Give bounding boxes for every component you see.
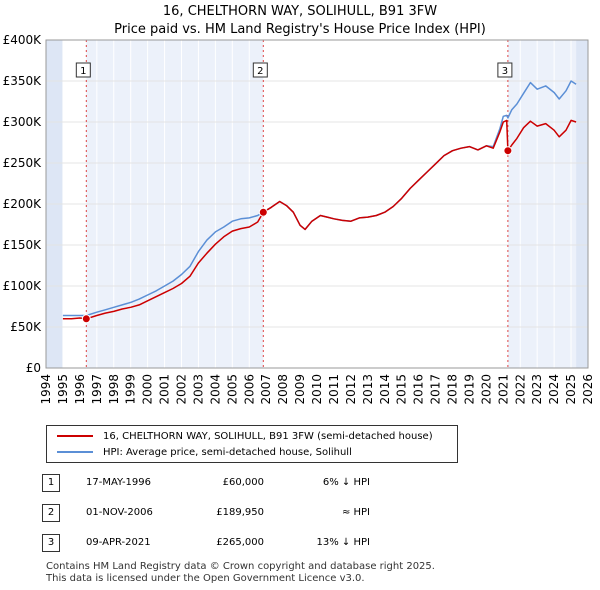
sale-price: £265,000	[216, 537, 264, 548]
sale-hpi-comparison: 13% ↓ HPI	[316, 537, 370, 548]
x-tick-label: 2000	[141, 374, 155, 405]
y-tick-label: £0	[26, 361, 41, 375]
x-tick-label: 1995	[56, 374, 70, 405]
x-tick-label: 2021	[496, 374, 510, 405]
sale-number: 1	[42, 474, 60, 492]
legend-item-hpi: HPI: Average price, semi-detached house,…	[57, 446, 352, 460]
x-tick-label: 2012	[344, 374, 358, 405]
sale-number-label: 1	[80, 66, 86, 77]
legend-hpi-label: HPI: Average price, semi-detached house,…	[103, 447, 352, 458]
x-tick-label: 2005	[225, 374, 239, 405]
sale-date: 09-APR-2021	[86, 537, 151, 548]
x-tick-label: 2011	[327, 374, 341, 405]
y-tick-label: £50K	[10, 320, 42, 334]
sale-number: 2	[42, 504, 60, 522]
x-tick-label: 2022	[513, 374, 527, 405]
sale-hpi-comparison: 6% ↓ HPI	[322, 477, 370, 488]
x-tick-label: 2018	[446, 374, 460, 405]
x-tick-label: 1996	[73, 374, 87, 405]
x-tick-label: 2017	[429, 374, 443, 405]
x-tick-label: 2016	[412, 374, 426, 405]
footer-licence: This data is licensed under the Open Gov…	[46, 573, 365, 584]
y-tick-label: £150K	[3, 238, 43, 252]
sale-price: £60,000	[222, 477, 264, 488]
y-tick-label: £200K	[3, 197, 43, 211]
sale-date: 17-MAY-1996	[86, 477, 152, 488]
x-tick-label: 1999	[124, 374, 138, 405]
x-tick-label: 2006	[242, 374, 256, 405]
legend-property-swatch	[57, 435, 93, 437]
sale-number-label: 3	[502, 66, 508, 77]
sale-price: £189,950	[216, 507, 264, 518]
x-tick-label: 2009	[293, 374, 307, 405]
y-tick-label: £350K	[3, 74, 43, 88]
sale-number-box	[252, 62, 268, 78]
x-tick-label: 2015	[395, 374, 409, 405]
x-tick-label: 2026	[581, 374, 595, 405]
x-tick-label: 2002	[175, 374, 189, 405]
property-price-line	[62, 119, 577, 320]
y-tick-label: £400K	[3, 33, 43, 47]
legend-property-label: 16, CHELTHORN WAY, SOLIHULL, B91 3FW (se…	[103, 431, 433, 442]
x-tick-label: 1994	[39, 374, 53, 405]
legend-item-property: 16, CHELTHORN WAY, SOLIHULL, B91 3FW (se…	[57, 430, 433, 444]
x-tick-label: 2010	[310, 374, 324, 405]
chart-title: 16, CHELTHORN WAY, SOLIHULL, B91 3FW	[162, 4, 438, 19]
y-tick-label: £300K	[3, 115, 43, 129]
chart-subtitle: Price paid vs. HM Land Registry's House …	[114, 22, 486, 37]
x-tick-label: 2004	[208, 374, 222, 405]
x-tick-label: 2019	[462, 374, 476, 405]
sale-date: 01-NOV-2006	[86, 507, 153, 518]
x-tick-label: 2003	[191, 374, 205, 405]
footer-copyright: Contains HM Land Registry data © Crown c…	[46, 561, 435, 572]
x-tick-label: 1997	[90, 374, 104, 405]
sale-point	[503, 146, 513, 156]
price-chart: 1 2 3 £0 £50K £100K £150K £200K £250K £300K £350K…	[3, 33, 595, 405]
x-tick-label: 2023	[530, 374, 544, 405]
plot-frame	[45, 39, 589, 369]
sale-number-label: 2	[257, 66, 263, 77]
x-tick-label: 2024	[547, 374, 561, 405]
sale-number-box	[75, 62, 91, 78]
x-tick-label: 2014	[378, 374, 392, 405]
x-tick-label: 2025	[564, 374, 578, 405]
x-tick-label: 2020	[479, 374, 493, 405]
x-tick-label: 1998	[107, 374, 121, 405]
x-tick-label: 2013	[361, 374, 375, 405]
x-tick-label: 2008	[276, 374, 290, 405]
sale-hpi-comparison: ≈ HPI	[341, 507, 370, 518]
sale-number: 3	[42, 534, 60, 552]
y-tick-label: £100K	[3, 279, 43, 293]
legend-hpi-swatch	[57, 451, 93, 453]
sale-point	[81, 314, 91, 324]
sale-point	[258, 207, 268, 217]
y-tick-label: £250K	[3, 156, 43, 170]
sale-number-box	[497, 62, 513, 78]
chart-legend: 16, CHELTHORN WAY, SOLIHULL, B91 3FW (se…	[46, 425, 458, 463]
x-tick-label: 2001	[158, 374, 172, 405]
x-tick-label: 2007	[259, 374, 273, 405]
